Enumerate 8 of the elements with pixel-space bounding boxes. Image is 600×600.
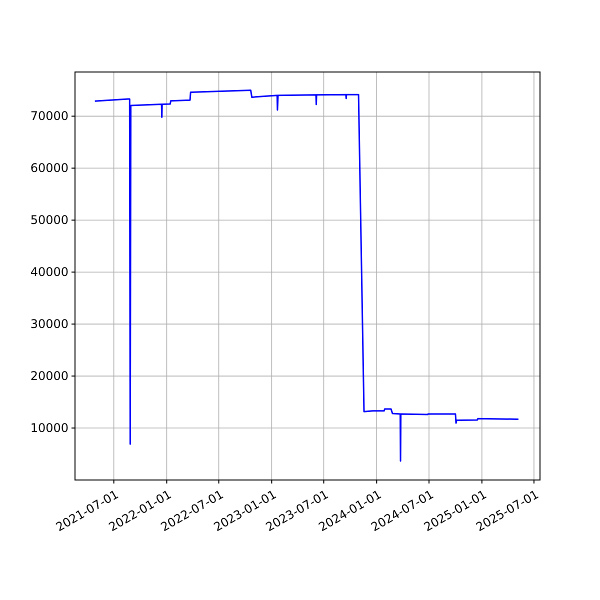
y-tick-label: 50000	[30, 212, 68, 227]
y-tick-label: 60000	[30, 160, 68, 175]
line-series	[94, 89, 520, 462]
y-tick-label: 40000	[30, 264, 68, 279]
y-tick-label: 30000	[30, 316, 68, 331]
y-tick-label: 10000	[30, 420, 68, 435]
y-tick-label: 20000	[30, 368, 68, 383]
y-tick-label: 70000	[30, 109, 68, 124]
